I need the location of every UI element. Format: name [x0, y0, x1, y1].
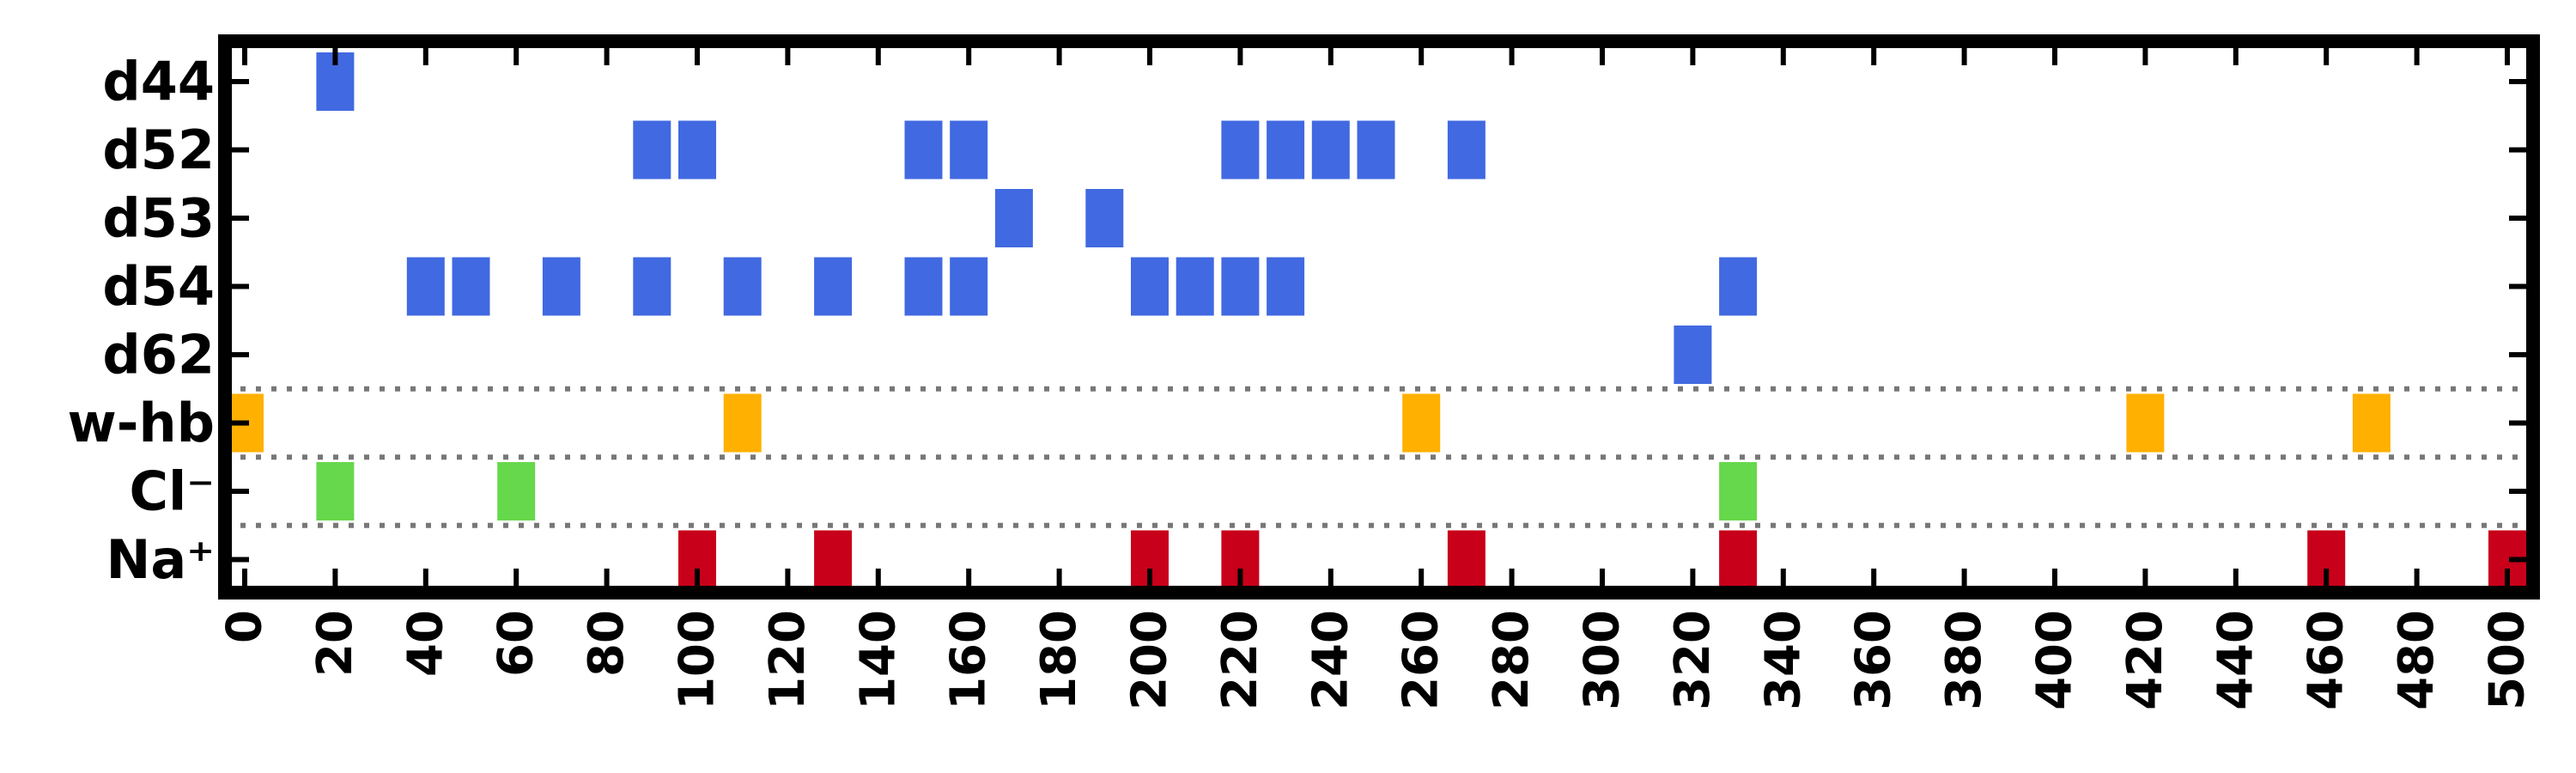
- x-tick-label-20: 20: [307, 610, 363, 677]
- event-marks: [226, 52, 2526, 589]
- x-tick-label-320: 320: [1665, 610, 1721, 710]
- x-tick-label-240: 240: [1303, 610, 1358, 710]
- event-mark-row1-x150: [904, 120, 943, 180]
- x-tick-label-480: 480: [2389, 610, 2445, 710]
- event-mark-row3-x130: [814, 257, 853, 316]
- event-mark-row3-x50: [452, 257, 490, 316]
- event-mark-row3-x40: [406, 257, 445, 316]
- x-tick-label-40: 40: [398, 610, 453, 677]
- x-tick-label-220: 220: [1212, 610, 1268, 710]
- event-mark-row5-x420: [2126, 393, 2165, 453]
- x-tick-label-0: 0: [217, 610, 273, 643]
- event-mark-row3-x330: [1719, 257, 1758, 316]
- x-tick-label-380: 380: [1936, 610, 1992, 710]
- event-mark-row1-x270: [1447, 120, 1485, 180]
- x-tick-label-400: 400: [2027, 610, 2083, 710]
- event-mark-row7-x330: [1719, 530, 1758, 589]
- x-tick-label-160: 160: [941, 610, 997, 710]
- event-mark-row3-x220: [1221, 257, 1260, 316]
- event-mark-row3-x110: [723, 257, 762, 316]
- event-mark-row4-x320: [1674, 326, 1712, 384]
- event-mark-row6-x60: [497, 462, 536, 520]
- event-mark-row7-x130: [814, 530, 853, 589]
- x-tick-label-200: 200: [1122, 610, 1178, 710]
- event-mark-row2-x170: [994, 189, 1033, 247]
- y-tick-label-6: Cl⁻: [130, 460, 215, 523]
- x-tick-label-260: 260: [1394, 610, 1449, 710]
- row-separators: [225, 386, 2533, 528]
- y-tick-label-7: Na⁺: [106, 528, 215, 591]
- y-tick-label-2: d53: [102, 187, 215, 250]
- x-tick-labels: 0 20 40 60 80 100 120 140 160 180 200 220 240 260 280 3…: [217, 610, 2536, 710]
- x-tick-label-340: 340: [1755, 610, 1811, 710]
- event-mark-row3-x160: [950, 257, 988, 316]
- x-tick-label-60: 60: [489, 610, 544, 677]
- x-tick-label-80: 80: [579, 610, 635, 677]
- event-mark-row3-x150: [904, 257, 943, 316]
- x-tick-label-360: 360: [1846, 610, 1902, 710]
- x-tick-label-120: 120: [760, 610, 816, 710]
- event-mark-row1-x220: [1221, 120, 1260, 180]
- y-tick-label-0: d44: [102, 51, 215, 113]
- x-tick-label-180: 180: [1031, 610, 1087, 710]
- x-tick-label-140: 140: [850, 610, 906, 710]
- plot-frame: [218, 34, 2540, 600]
- event-mark-row5-x110: [723, 393, 762, 453]
- event-mark-row3-x210: [1176, 257, 1214, 316]
- event-mark-row6-x330: [1719, 462, 1758, 520]
- event-mark-row3-x90: [633, 257, 671, 316]
- event-mark-row1-x160: [950, 120, 988, 180]
- event-mark-row5-x260: [1402, 393, 1441, 453]
- event-mark-row1-x90: [633, 120, 671, 180]
- event-mark-row5-x470: [2352, 393, 2391, 453]
- event-mark-row1-x100: [678, 120, 716, 180]
- y-tick-label-5: w-hb: [67, 392, 215, 454]
- x-tick-label-100: 100: [670, 610, 726, 710]
- x-tick-label-280: 280: [1484, 610, 1540, 710]
- event-mark-row6-x20: [316, 462, 355, 520]
- y-tick-label-3: d54: [102, 255, 215, 318]
- x-tick-label-300: 300: [1575, 610, 1631, 710]
- x-tick-label-420: 420: [2117, 610, 2173, 710]
- x-tick-label-440: 440: [2208, 610, 2263, 710]
- event-mark-row1-x230: [1267, 120, 1305, 180]
- event-mark-row7-x270: [1447, 530, 1485, 589]
- event-mark-row1-x250: [1357, 120, 1395, 180]
- event-mark-row3-x70: [542, 257, 580, 316]
- event-mark-row3-x200: [1131, 257, 1169, 316]
- y-tick-label-4: d62: [102, 324, 215, 386]
- event-mark-row1-x240: [1311, 120, 1350, 180]
- event-mark-row2-x190: [1085, 189, 1124, 247]
- y-tick-label-1: d52: [102, 119, 215, 181]
- x-tick-label-500: 500: [2480, 610, 2536, 710]
- x-tick-label-460: 460: [2299, 610, 2354, 710]
- event-mark-row3-x230: [1267, 257, 1305, 316]
